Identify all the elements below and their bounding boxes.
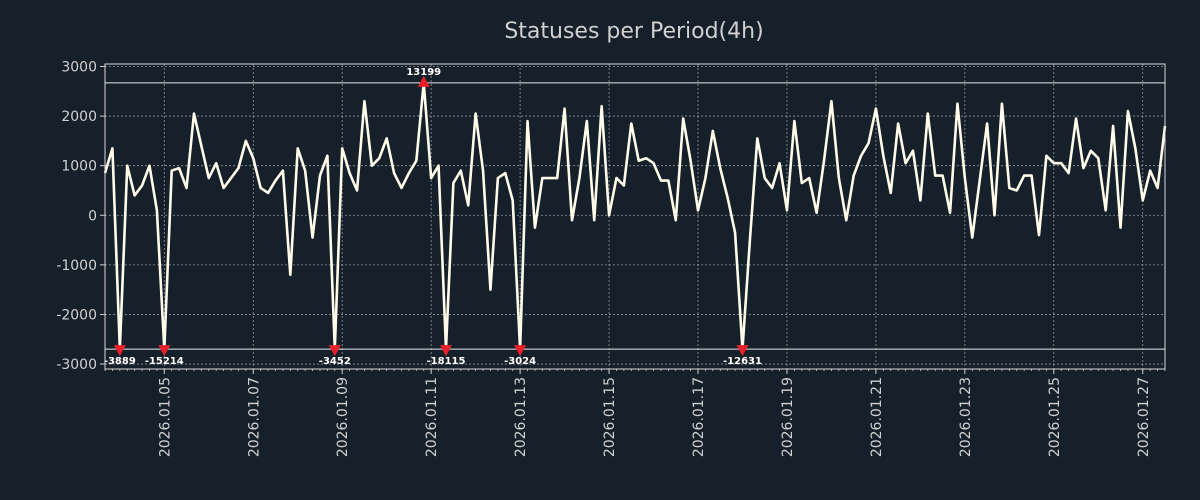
x-tick-label: 2026.01.17 <box>691 377 707 457</box>
x-tick-label: 2026.01.05 <box>157 377 173 457</box>
peak-marker <box>417 75 430 87</box>
trough-label: -3024 <box>504 356 536 367</box>
series-line-statuses <box>103 81 1167 351</box>
x-tick-label: 2026.01.11 <box>424 377 440 457</box>
x-tick-label: 2026.01.09 <box>335 377 351 457</box>
grid-layer <box>105 64 1165 369</box>
trough-marker <box>514 345 527 357</box>
x-tick-label: 2026.01.25 <box>1047 377 1063 457</box>
x-tick-label: 2026.01.21 <box>869 377 885 457</box>
trough-marker <box>328 345 341 357</box>
y-tick-label: 3000 <box>61 59 97 75</box>
trough-marker <box>113 345 126 357</box>
x-tick-label: 2026.01.19 <box>780 377 796 457</box>
x-tick-label: 2026.01.13 <box>513 377 529 457</box>
axis-layer: 3000 2000 1000 0 -1000 -2000 -3000 2026.01.05 20… <box>56 59 1166 457</box>
trough-marker <box>736 345 749 357</box>
x-tick-label: 2026.01.15 <box>602 377 618 457</box>
x-tick-label: 2026.01.27 <box>1136 377 1152 457</box>
annotation-layer: -3889 -15214 -3452 13199 -18115 -3024 -12631 <box>104 67 762 367</box>
y-tick-label: 2000 <box>61 109 97 125</box>
series-layer <box>103 81 1167 351</box>
y-tick-label: -3000 <box>56 357 97 373</box>
trough-label: -3889 <box>104 356 136 367</box>
trough-marker <box>439 345 452 357</box>
trough-marker <box>158 345 171 357</box>
trough-label: -15214 <box>145 356 184 367</box>
y-tick-label: -1000 <box>56 258 97 274</box>
y-tick-label: 1000 <box>61 159 97 175</box>
chart-title: Statuses per Period(4h) <box>504 19 763 44</box>
y-tick-label: 0 <box>88 208 97 224</box>
trough-label: -3452 <box>319 356 351 367</box>
clip-lines <box>105 82 1165 350</box>
trough-label: -12631 <box>723 356 762 367</box>
peak-label: 13199 <box>406 67 441 78</box>
y-tick-label: -2000 <box>56 307 97 323</box>
plot-frame <box>104 63 1166 370</box>
x-tick-label: 2026.01.23 <box>958 377 974 457</box>
trough-label: -18115 <box>427 356 466 367</box>
x-tick-label: 2026.01.07 <box>246 377 262 457</box>
